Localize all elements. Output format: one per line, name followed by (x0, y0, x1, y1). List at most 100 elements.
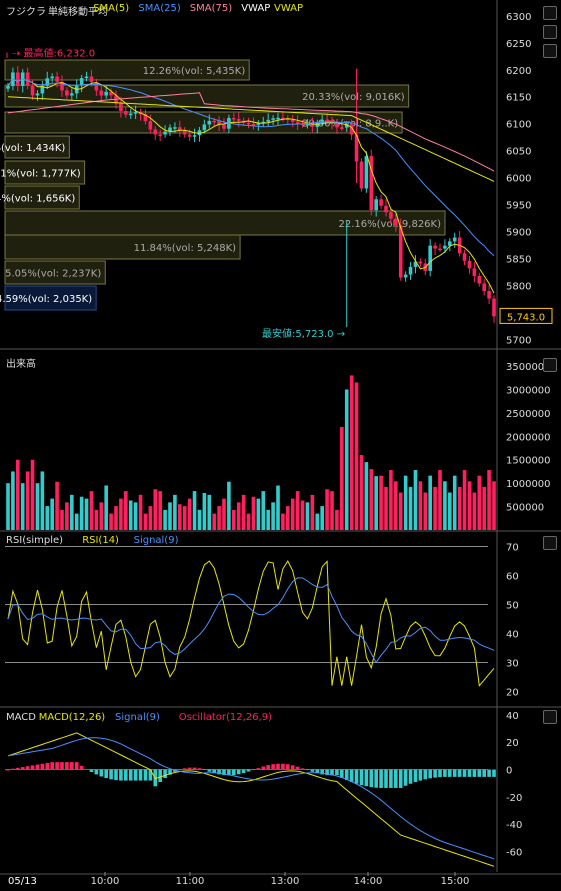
panel-toggle-icon[interactable] (543, 358, 557, 372)
price-tick-label: 5850 (506, 255, 531, 266)
macd-histogram-bar (241, 769, 246, 774)
candle-body (492, 298, 496, 317)
volume-bar (30, 459, 35, 530)
macd-histogram-bar (35, 764, 40, 770)
legend-item[interactable]: VWAP (274, 3, 304, 14)
candle-body (482, 283, 486, 292)
current-price-label: 5,743.0 (507, 312, 545, 323)
candle-body (389, 212, 393, 219)
macd-histogram-bar (65, 762, 69, 770)
volume-bar (232, 509, 236, 530)
legend-item[interactable]: Signal(9) (115, 712, 160, 723)
macd-histogram-bar (11, 768, 15, 770)
candle-body (133, 112, 138, 114)
macd-histogram-bar (295, 766, 300, 770)
candle-body (433, 245, 437, 249)
panel-toggle-icon[interactable] (543, 536, 557, 550)
candle-body (232, 117, 236, 120)
macd-histogram-bar (472, 769, 477, 777)
volume-bar (16, 459, 20, 530)
macd-histogram-bar (462, 769, 467, 777)
volume-bar (374, 476, 378, 530)
candle-body (246, 122, 251, 125)
macd-histogram-bar (320, 769, 324, 775)
candle-body (212, 120, 216, 123)
volume-bar (364, 462, 369, 530)
volume-bar (335, 509, 339, 530)
price-tick-label: 5950 (506, 201, 531, 212)
volume-bar (325, 489, 329, 530)
candle-body (374, 199, 378, 211)
legend-item[interactable]: SMA(75) (189, 3, 233, 14)
volume-bar (207, 494, 212, 530)
volume-bar (168, 502, 172, 530)
macd-histogram-bar (89, 769, 94, 772)
macd-histogram-bar (369, 769, 374, 788)
volume-profile-label: 5.05%(vol: 2,237K) (5, 269, 101, 280)
volume-bar (227, 481, 231, 530)
volume-bar (408, 486, 413, 530)
price-tick-label: 6100 (506, 120, 531, 131)
macd-histogram-bar (300, 768, 305, 770)
macd-histogram-bar (60, 762, 64, 770)
legend-item[interactable]: Oscillator(12,26,9) (178, 712, 272, 723)
macd-histogram-bar (148, 769, 153, 781)
legend-item[interactable]: 単純移動平均 (48, 7, 108, 18)
volume-bar (241, 494, 246, 530)
volume-bar (55, 481, 59, 530)
legend-item[interactable]: MACD (6, 712, 36, 723)
legend-item[interactable]: SMA(5) (93, 3, 130, 14)
candle-body (340, 127, 344, 129)
macd-histogram-bar (232, 769, 236, 776)
volume-bar (492, 481, 496, 530)
volume-profile-bar (4, 160, 86, 185)
macd-histogram-bar (418, 769, 423, 781)
volume-panel-title: 出来高 (6, 359, 36, 370)
macd-histogram-bar (119, 769, 123, 781)
candle-body (487, 291, 491, 299)
volume-bar (286, 506, 290, 530)
legend-item[interactable]: Signal(9) (133, 535, 179, 546)
macd-histogram-bar (335, 769, 339, 776)
volume-bar (389, 470, 393, 530)
macd-histogram-bar (79, 765, 84, 770)
macd-tick-label: 0 (506, 766, 512, 777)
candle-body (163, 131, 167, 135)
volume-bar (182, 506, 187, 530)
volume-bar (74, 513, 79, 530)
legend-item[interactable]: SMA(25) (138, 3, 181, 14)
volume-bar (70, 494, 74, 530)
candle-body (443, 245, 447, 249)
volume-bar (295, 491, 300, 530)
candle-body (84, 76, 89, 79)
close-icon[interactable] (543, 6, 557, 20)
volume-bar (197, 509, 202, 530)
settings-icon[interactable] (543, 44, 557, 58)
sma75-line (7, 92, 495, 172)
volume-bar (84, 498, 89, 530)
macd-histogram-bar (109, 769, 113, 780)
macd-histogram-bar (330, 769, 334, 776)
expand-icon[interactable] (543, 25, 557, 39)
candle-body (344, 124, 349, 128)
macd-histogram-bar (310, 769, 315, 772)
volume-bar (138, 494, 143, 530)
legend-item[interactable]: RSI(14) (82, 535, 119, 546)
candle-body (281, 117, 285, 120)
volume-profile-label: 20.00%(vol: 8,9..K) (302, 119, 398, 130)
panel-toggle-icon[interactable] (543, 710, 557, 724)
volume-bar (187, 498, 192, 530)
volume-profile-label: 3.24%(vol: 1,434K) (0, 143, 65, 154)
candle-body (178, 127, 182, 131)
candle-body (290, 119, 295, 122)
legend-item[interactable]: RSI(simple) (6, 535, 64, 546)
volume-bar (35, 483, 40, 530)
candle-body (202, 124, 207, 131)
candle-body (217, 121, 221, 125)
legend-item[interactable]: VWAP (241, 3, 271, 14)
legend-item[interactable]: MACD(12,26) (38, 712, 106, 723)
macd-histogram-bar (325, 769, 329, 776)
candle-body (94, 82, 99, 91)
macd-histogram-bar (55, 762, 59, 770)
